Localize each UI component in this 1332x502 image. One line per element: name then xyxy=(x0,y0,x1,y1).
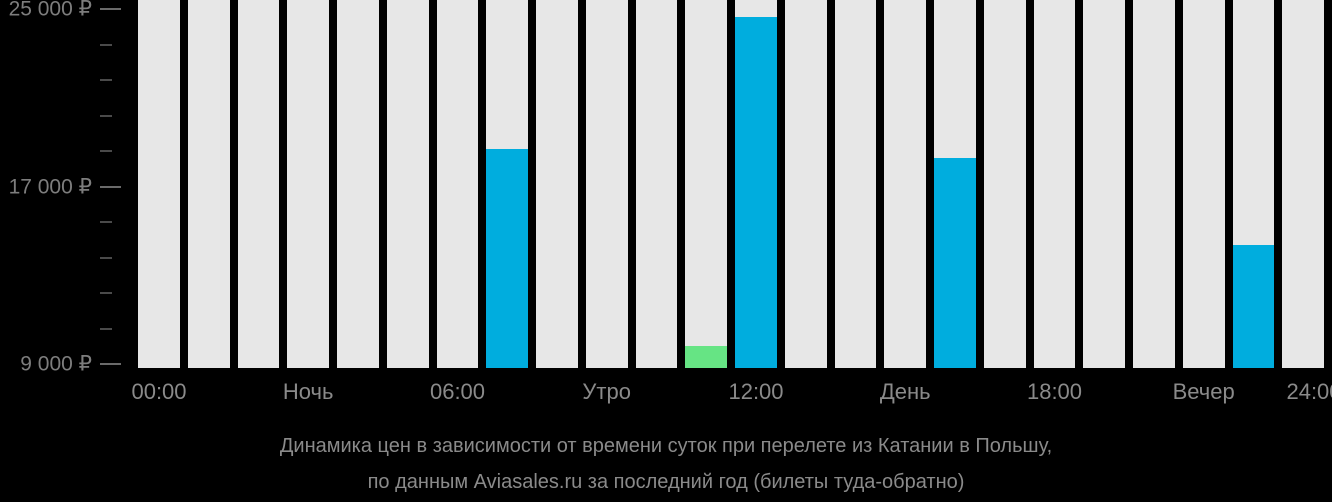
y-axis-tick-minor xyxy=(100,327,112,330)
chart-column[interactable] xyxy=(436,0,479,368)
caption-line-1: Динамика цен в зависимости от времени су… xyxy=(279,435,1053,457)
chart-column[interactable] xyxy=(685,0,728,368)
chart-column[interactable] xyxy=(1033,0,1076,368)
chart-column[interactable] xyxy=(1282,0,1325,368)
chart-column[interactable] xyxy=(237,0,280,368)
chart-column[interactable] xyxy=(635,0,678,368)
x-axis: 00:00 Ночь 06:00 Утро 12:00 День 18:00 Вечер 24:… xyxy=(0,378,1332,414)
y-axis-tick-minor xyxy=(100,79,112,81)
y-axis-tick-minor xyxy=(100,256,112,259)
plot-area xyxy=(138,0,1332,368)
y-axis-tick-major xyxy=(100,8,121,10)
chart-column[interactable] xyxy=(983,0,1026,368)
y-axis-label: 25 000 ₽ xyxy=(8,0,92,21)
x-axis-label: 00:00 xyxy=(131,379,187,404)
chart-bar[interactable] xyxy=(1232,245,1275,368)
x-axis-label: Утро xyxy=(582,379,631,404)
chart-column[interactable] xyxy=(884,0,927,368)
chart-bar[interactable] xyxy=(486,148,529,368)
x-axis-label: 12:00 xyxy=(728,379,784,404)
x-axis-label: Вечер xyxy=(1172,379,1235,404)
chart-column[interactable] xyxy=(934,0,976,368)
chart-column[interactable] xyxy=(1182,0,1225,368)
chart-column[interactable] xyxy=(287,0,330,368)
x-axis-label: День xyxy=(879,379,931,404)
chart-bar[interactable] xyxy=(934,157,976,368)
y-axis-label: 17 000 ₽ xyxy=(8,175,92,198)
chart-column[interactable] xyxy=(735,0,777,368)
y-axis-label: 9 000 ₽ xyxy=(20,352,92,376)
x-axis-label: 18:00 xyxy=(1026,379,1083,404)
y-axis-tick-minor xyxy=(100,292,112,294)
x-axis-label: 06:00 xyxy=(429,379,486,404)
y-axis-tick-minor xyxy=(100,150,112,152)
y-axis-tick-minor xyxy=(100,221,112,223)
y-axis-tick-major xyxy=(100,185,121,188)
x-axis-label: 24:00 xyxy=(1286,379,1332,404)
chart-column[interactable] xyxy=(1232,0,1275,368)
chart-caption: Динамика цен в зависимости от времени су… xyxy=(0,428,1332,500)
chart-bar[interactable] xyxy=(685,346,728,368)
y-axis-tick-major xyxy=(100,363,121,365)
chart-column[interactable] xyxy=(784,0,827,368)
chart-bar[interactable] xyxy=(735,16,777,368)
y-axis-tick-minor xyxy=(100,114,112,117)
y-axis-tick-minor xyxy=(100,43,112,46)
chart-column[interactable] xyxy=(138,0,180,368)
x-axis-label: Ночь xyxy=(282,379,334,404)
chart-column[interactable] xyxy=(536,0,578,368)
chart-column[interactable] xyxy=(585,0,628,368)
chart-column[interactable] xyxy=(386,0,429,368)
chart-column[interactable] xyxy=(834,0,877,368)
y-axis: 9 000 ₽ 17 000 ₽ 25 000 ₽ xyxy=(0,0,138,375)
chart-column[interactable] xyxy=(337,0,379,368)
chart-column[interactable] xyxy=(187,0,230,368)
caption-line-2: по данным Aviasales.ru за последний год … xyxy=(367,471,965,493)
chart-column[interactable] xyxy=(1133,0,1175,368)
chart-column[interactable] xyxy=(1083,0,1126,368)
chart-column[interactable] xyxy=(486,0,529,368)
